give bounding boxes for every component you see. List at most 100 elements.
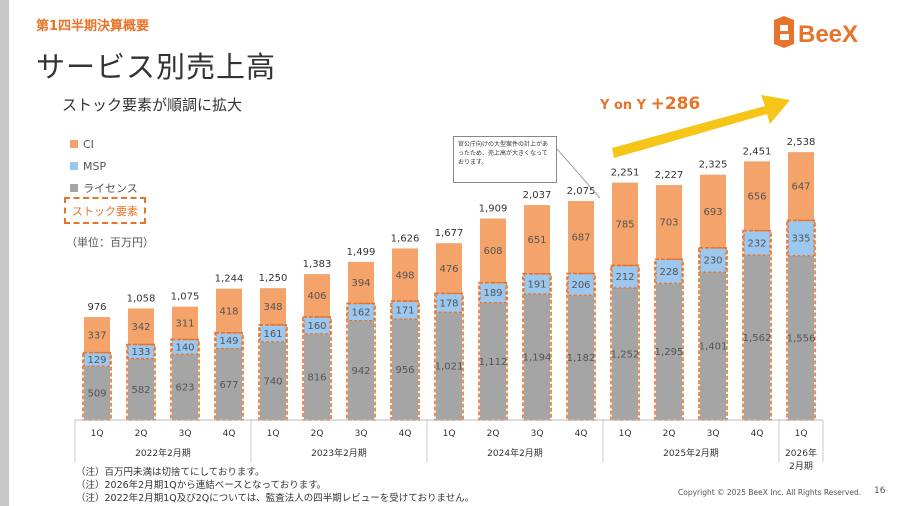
legend-swatch-msp: [70, 162, 78, 170]
bar-label-ci-8: 476: [439, 264, 458, 275]
msp-outline-6: [347, 302, 375, 322]
x-tick-label-1: 2Q: [135, 429, 148, 439]
bars-layer: 509 129 337 976 582 133 342 1,058 623 140 311 1,075…: [82, 137, 816, 421]
msp-outline-2: [171, 338, 199, 355]
bar-label-license-15: 1,562: [743, 333, 772, 344]
bar-label-ci-4: 348: [263, 302, 282, 313]
left-accent-bar: [0, 0, 9, 506]
logo-text: BeeX: [798, 21, 858, 48]
bar-msp-13: [656, 259, 682, 284]
legend-item-ci: CI: [70, 133, 138, 155]
total-label-11: 2,075: [567, 186, 596, 197]
bar-msp-10: [524, 273, 550, 294]
bar-label-license-10: 1,194: [523, 352, 552, 363]
bar-msp-12: [612, 265, 638, 288]
total-label-0: 976: [87, 302, 106, 313]
bar-ci-8: [436, 243, 462, 294]
msp-outline-4: [259, 324, 287, 343]
msp-outline-8: [435, 292, 463, 313]
x-tick-label-11: 4Q: [575, 429, 588, 439]
bar-ci-15: [744, 161, 770, 231]
x-tick-label-8: 1Q: [443, 429, 456, 439]
msp-outline-0: [83, 352, 111, 367]
bar-label-license-5: 816: [307, 372, 326, 383]
total-label-2: 1,075: [171, 292, 200, 303]
x-group-label-4: 2026年: [785, 447, 817, 459]
bar-license-13: [656, 283, 682, 420]
total-label-1: 1,058: [127, 293, 156, 304]
bar-license-16: [788, 255, 814, 420]
bar-label-license-16: 1,556: [787, 333, 816, 344]
bar-ci-11: [568, 200, 594, 274]
bar-license-7: [392, 319, 418, 420]
bar-license-3: [216, 348, 242, 420]
bar-ci-7: [392, 248, 418, 302]
bar-license-5: [304, 333, 330, 420]
bar-msp-7: [392, 301, 418, 320]
bar-msp-4: [260, 324, 286, 342]
bar-label-msp-15: 232: [747, 238, 766, 249]
bar-ci-6: [348, 261, 374, 304]
bar-msp-14: [700, 247, 726, 273]
legend-label-license: ライセンス: [83, 182, 138, 195]
bar-msp-11: [568, 273, 594, 296]
page-number: 16: [874, 486, 886, 496]
total-label-3: 1,244: [215, 274, 244, 285]
x-group-label-3: 2025年2月期: [663, 447, 719, 459]
total-label-7: 1,626: [391, 233, 420, 244]
msp-outline-14: [699, 247, 727, 273]
bar-label-ci-14: 693: [703, 207, 722, 218]
x-tick-label-2: 3Q: [179, 429, 192, 439]
bar-license-15: [744, 255, 770, 420]
bar-msp-16: [788, 220, 814, 256]
msp-outline-5: [303, 316, 331, 335]
x-tick-label-6: 3Q: [355, 429, 368, 439]
msp-outline-11: [567, 272, 595, 296]
x-tick-label-15: 4Q: [751, 429, 764, 439]
bar-ci-4: [260, 288, 286, 325]
total-label-13: 2,227: [655, 170, 684, 181]
x-tick-label-9: 2Q: [487, 429, 500, 439]
bar-label-msp-10: 191: [527, 279, 546, 290]
bar-license-1: [128, 358, 154, 420]
bar-msp-1: [128, 344, 154, 359]
bar-label-msp-2: 140: [175, 342, 194, 353]
bar-license-8: [436, 312, 462, 420]
bar-label-ci-5: 406: [307, 291, 326, 302]
legend-swatch-ci: [70, 140, 78, 148]
yoy-arrow: [612, 95, 790, 158]
beex-logo: BeeX: [774, 16, 858, 48]
msp-outline-1: [127, 343, 155, 360]
x-group-label-1: 2023年2月期: [311, 447, 367, 459]
page-title: サービス別売上高: [36, 50, 277, 84]
bar-ci-12: [612, 182, 638, 266]
x-tick-label-5: 2Q: [311, 429, 324, 439]
legend-item-license: ライセンス: [70, 177, 138, 199]
x-group-label-4-line2: 2月期: [789, 461, 813, 472]
bar-label-msp-14: 230: [703, 255, 722, 266]
footnotes: （注）百万円未満は切捨てにしております。 （注）2026年2月期1Qから連結ベー…: [76, 466, 474, 505]
chart-subtitle: ストック要素が順調に拡大: [62, 96, 243, 114]
bar-label-msp-6: 162: [351, 308, 370, 319]
legend-label-msp: MSP: [83, 159, 107, 173]
bar-label-license-6: 942: [351, 366, 370, 377]
bar-label-msp-9: 189: [483, 288, 502, 299]
bar-label-msp-0: 129: [87, 355, 106, 366]
bar-msp-2: [172, 339, 198, 355]
bar-label-msp-3: 149: [219, 336, 238, 347]
bar-label-license-1: 582: [131, 385, 150, 396]
total-label-16: 2,538: [787, 137, 816, 148]
bar-label-ci-10: 651: [527, 235, 546, 246]
total-label-14: 2,325: [699, 160, 728, 171]
x-tick-label-13: 2Q: [663, 429, 676, 439]
callout-note: 官公庁向けの大型案件の計上があったため、売上高が大きくなっております。: [453, 136, 557, 183]
bar-label-msp-13: 228: [659, 267, 678, 278]
bar-label-license-4: 740: [263, 376, 282, 387]
x-group-label-2: 2024年2月期: [487, 447, 543, 459]
bar-label-msp-1: 133: [131, 347, 150, 358]
bar-msp-6: [348, 303, 374, 321]
bar-label-license-0: 509: [87, 389, 106, 400]
legend: CI MSP ライセンス: [70, 133, 138, 199]
total-label-10: 2,037: [523, 190, 552, 201]
